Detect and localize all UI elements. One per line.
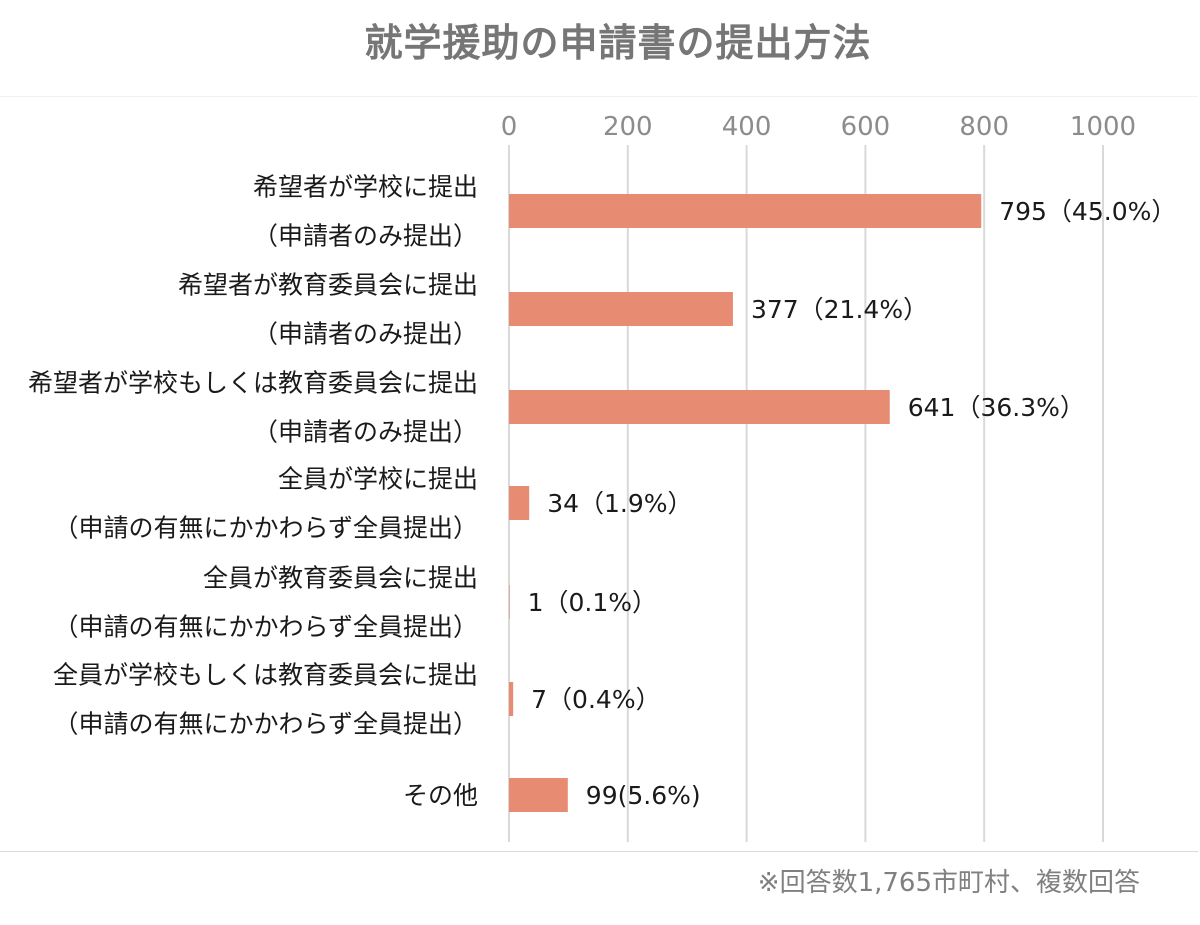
category-label-4-line-0: 全員が教育委員会に提出 — [203, 563, 478, 592]
chart-title: 就学援助の申請書の提出方法 — [364, 21, 872, 65]
x-tick-label-800: 800 — [959, 112, 1009, 142]
x-tick-label-400: 400 — [722, 112, 772, 142]
category-label-2-line-1: （申請者のみ提出） — [253, 418, 478, 447]
data-label-5: 7（0.4%） — [531, 685, 660, 714]
x-tick-label-200: 200 — [603, 112, 653, 142]
data-label-3: 34（1.9%） — [547, 489, 692, 518]
category-label-3-line-1: （申請の有無にかかわらず全員提出） — [53, 514, 478, 543]
x-tick-label-0: 0 — [501, 112, 518, 142]
category-label-1-line-1: （申請者のみ提出） — [253, 320, 478, 349]
category-label-3-line-0: 全員が学校に提出 — [278, 464, 478, 493]
category-label-6-line-0: その他 — [403, 781, 478, 810]
x-tick-label-1000: 1000 — [1070, 112, 1136, 142]
category-label-5-line-0: 全員が学校もしくは教育委員会に提出 — [53, 660, 478, 689]
data-label-0: 795（45.0%） — [999, 197, 1176, 226]
bar-6 — [509, 778, 568, 812]
category-label-1-line-0: 希望者が教育委員会に提出 — [178, 270, 478, 299]
bar-4 — [509, 585, 510, 619]
bar-2 — [509, 390, 890, 424]
data-label-4: 1（0.1%） — [528, 588, 657, 617]
x-tick-label-600: 600 — [841, 112, 891, 142]
bar-3 — [509, 486, 530, 520]
category-label-2-line-0: 希望者が学校もしくは教育委員会に提出 — [28, 368, 478, 397]
bar-0 — [509, 194, 982, 228]
bar-5 — [509, 682, 514, 716]
category-label-4-line-1: （申請の有無にかかわらず全員提出） — [53, 613, 478, 642]
data-label-2: 641（36.3%） — [908, 393, 1085, 422]
data-label-1: 377（21.4%） — [751, 295, 928, 324]
category-label-0-line-1: （申請者のみ提出） — [253, 222, 478, 251]
category-label-5-line-1: （申請の有無にかかわらず全員提出） — [53, 710, 478, 739]
chart-frame: 0 200 400 600 800 1000 795（45.0%） 希望者が学校に提出 （申請者… — [0, 96, 1198, 852]
bar-1 — [509, 292, 733, 326]
bar-chart: 0 200 400 600 800 1000 795（45.0%） 希望者が学校に提出 （申請者… — [28, 112, 1176, 842]
footnote: ※回答数1,765市町村、複数回答 — [757, 868, 1140, 898]
data-label-6: 99(5.6%) — [586, 781, 701, 810]
category-label-0-line-0: 希望者が学校に提出 — [253, 172, 478, 201]
